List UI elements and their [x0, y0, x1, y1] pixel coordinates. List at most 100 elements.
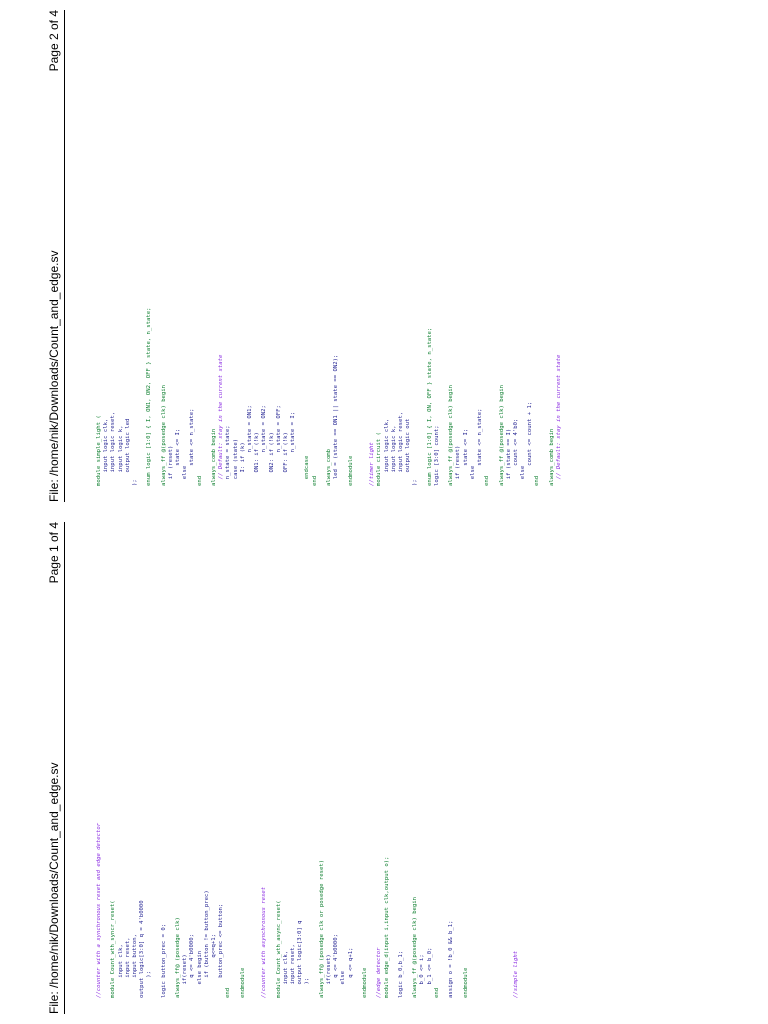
code-line: input reset,	[290, 944, 297, 998]
code-line: else begin	[196, 950, 203, 998]
code-line: state <= I;	[462, 428, 469, 486]
code-line: always_ff@ (posedge clk or posedge reset…	[318, 859, 325, 998]
file-path-label: File: /home/nik/Downloads/Count_and_edge…	[47, 762, 61, 1014]
code-line: input logic k,	[390, 425, 397, 486]
code-line: if (button != button_prec)	[203, 890, 210, 998]
code-line: endmodule	[361, 967, 368, 998]
code-line: if(reset)	[326, 954, 332, 998]
code-line	[269, 528, 276, 998]
code-line: );	[131, 479, 138, 486]
code-line	[312, 528, 319, 998]
code-line: assign o = !b_0 && b_1;	[448, 920, 455, 998]
code-line	[254, 528, 261, 998]
code-line: if (reset)	[167, 445, 174, 486]
code-line: else	[469, 465, 476, 486]
code-line: else	[340, 971, 347, 998]
code-line: state <= n_state;	[476, 408, 483, 486]
code-line	[405, 528, 412, 998]
code-line	[542, 16, 549, 486]
code-line: else	[182, 465, 189, 486]
code-line: logic button_prec = 0;	[160, 923, 167, 998]
code-line	[470, 528, 477, 998]
code-line: input logic clk,	[383, 418, 390, 486]
code-line: //edge detector	[376, 947, 383, 998]
code-line	[369, 528, 376, 998]
code-line	[204, 16, 211, 486]
code-line: //timer light	[369, 442, 376, 486]
document-page-1: File: /home/nik/Downloads/Count_and_edge…	[0, 512, 768, 1024]
code-line: end	[433, 987, 440, 998]
code-line	[154, 528, 161, 998]
code-line	[362, 16, 369, 486]
code-line: if (reset)	[455, 445, 462, 486]
code-line: ON1: if (!k)	[254, 432, 261, 486]
code-line	[168, 528, 175, 998]
code-line: input logic k,	[117, 425, 124, 486]
code-listing: module simple_light ( input logic clk, i…	[96, 16, 563, 487]
file-path-label: File: /home/nik/Downloads/Count_and_edge…	[47, 250, 61, 502]
code-line: endmodule	[347, 455, 354, 486]
code-line: always_ff @(posedge clk) begin	[498, 384, 505, 486]
code-line: // Default: stay in the current state	[556, 354, 562, 486]
code-line: module Count_wth_async_reset(	[275, 900, 282, 998]
code-line	[391, 528, 398, 998]
code-line	[355, 16, 362, 486]
code-line	[491, 528, 498, 998]
code-line	[233, 528, 240, 998]
code-line: state <= n_state;	[189, 408, 196, 486]
code-line: );	[304, 977, 311, 998]
page-number-label: Page 2 of 4	[47, 10, 61, 72]
code-line: );	[146, 971, 153, 998]
code-line: else	[520, 465, 527, 486]
page-header: File: /home/nik/Downloads/Count_and_edge…	[47, 522, 65, 1014]
code-line	[506, 528, 513, 998]
code-line: end	[196, 475, 203, 486]
code-line: if (state == I)	[505, 428, 512, 486]
code-line: enum logic [1:0] { I, ON, OFF } state, n…	[426, 327, 433, 486]
code-line: end	[484, 475, 491, 486]
code-line: n_state = ON2;	[261, 405, 268, 486]
code-line: n_state = ON1;	[246, 405, 253, 486]
code-line: button_prec <= button;	[218, 903, 225, 998]
code-line: endcase	[304, 455, 311, 486]
code-line: output logic[3:0] q = 4'b0000	[139, 900, 146, 998]
code-line: count <= 4'b0;	[512, 418, 519, 486]
code-line: case (state)	[232, 438, 239, 486]
code-line	[297, 16, 304, 486]
code-line	[441, 16, 448, 486]
code-line: input button,	[131, 934, 138, 998]
code-line: if(reset)	[182, 954, 189, 998]
code-line: );	[412, 479, 419, 486]
code-line: end	[311, 475, 318, 486]
code-line: q<=q+1;	[211, 934, 217, 998]
code-line: end	[225, 987, 232, 998]
code-line	[477, 528, 484, 998]
code-line: always_ff @(posedge clk) begin	[160, 384, 167, 486]
code-line: //counter with a synchronous reset and e…	[96, 822, 102, 998]
code-line: q <= q+1;	[347, 947, 354, 998]
code-line: input logic clk,	[103, 418, 110, 486]
code-line: I: if (k)	[239, 442, 246, 486]
code-line: module circuit (	[376, 432, 383, 486]
code-line	[340, 16, 347, 486]
code-line: always_comb begin	[211, 428, 217, 486]
code-line: output logic led	[124, 418, 131, 486]
code-line: q <= 4'b0000;	[333, 934, 340, 998]
code-line: input clk,	[282, 950, 289, 998]
code-line: output logic out	[405, 418, 412, 486]
code-line: always_comb	[326, 448, 332, 486]
code-line: input logic reset,	[110, 411, 117, 486]
code-line: input reset,	[124, 937, 131, 998]
code-line: endmodule	[239, 967, 246, 998]
code-line: b_0 <= i;	[419, 954, 426, 998]
code-line: input logic reset,	[397, 411, 404, 486]
code-line: always_ff @(posedge clk) begin	[412, 896, 419, 998]
code-line: input clk,	[117, 944, 124, 998]
code-line	[491, 16, 498, 486]
code-line: module edge_d(input i,input clk,output o…	[383, 856, 390, 998]
code-line: always_ff@ (posedge clk)	[175, 917, 182, 998]
code-line	[319, 16, 326, 486]
code-line	[247, 528, 254, 998]
code-line	[499, 528, 506, 998]
code-line: count <= count + 1;	[527, 401, 534, 486]
